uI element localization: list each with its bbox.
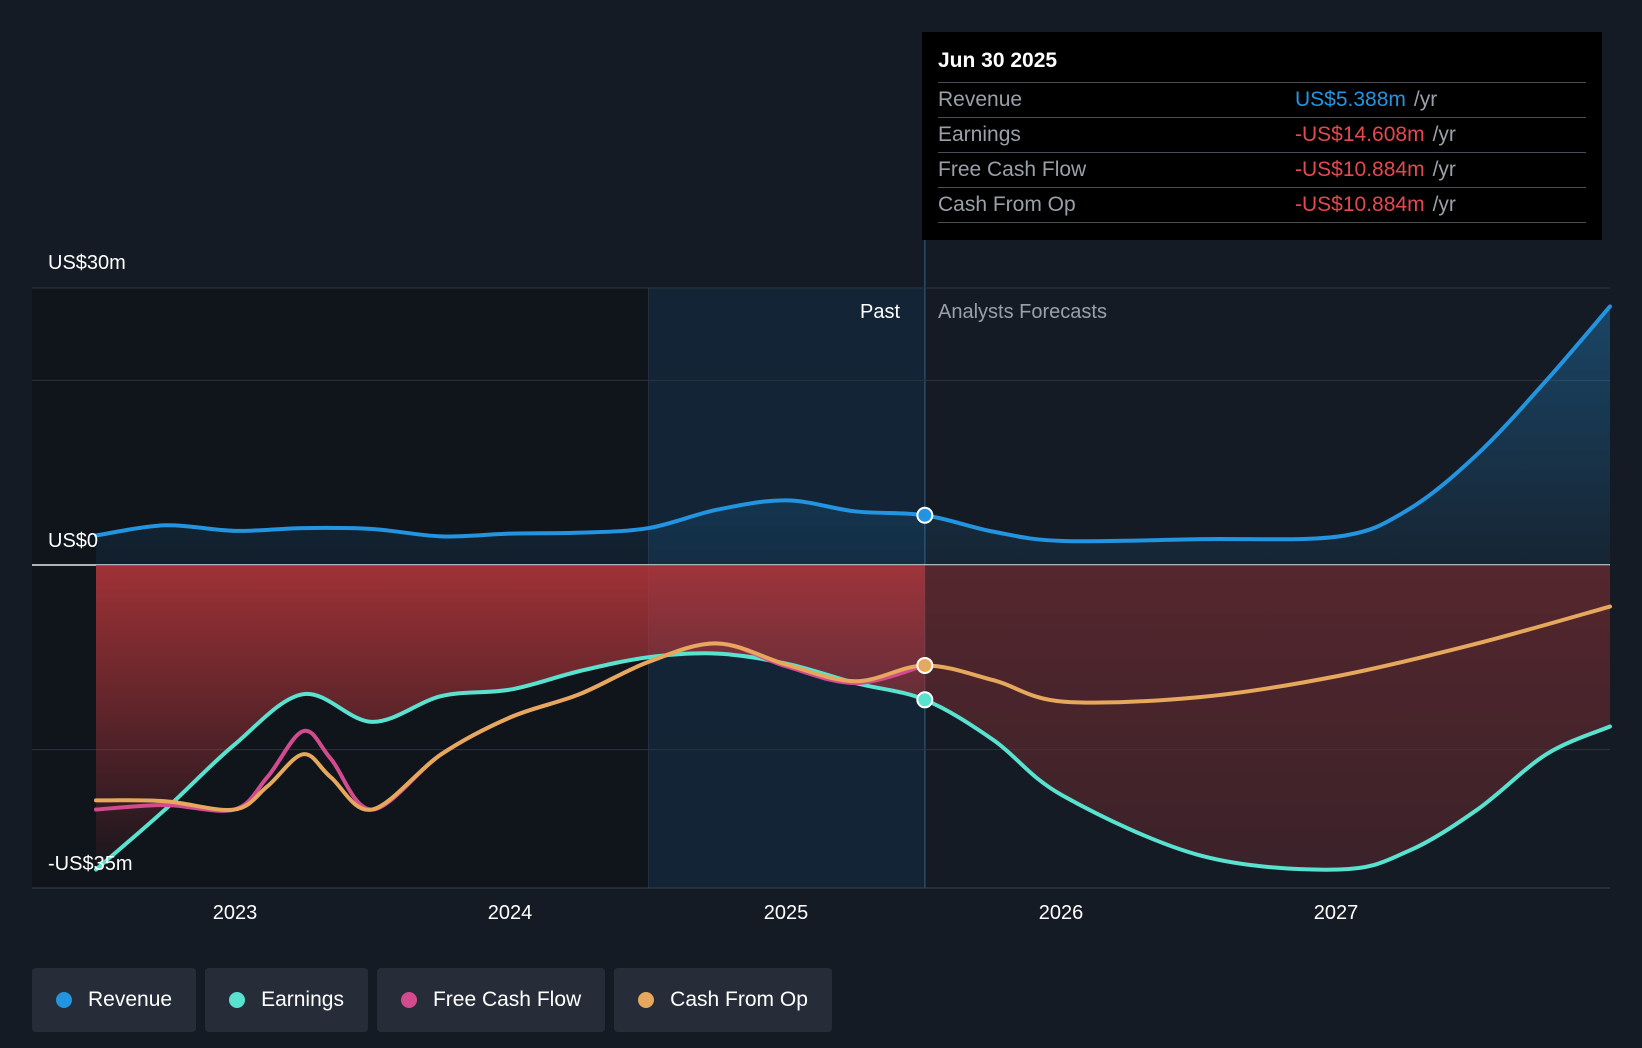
tooltip-unit: /yr — [1413, 88, 1438, 111]
loss-area-past — [96, 565, 925, 870]
tooltip-unit: /yr — [1432, 158, 1456, 181]
legend-item-earnings[interactable]: Earnings — [205, 968, 368, 1032]
tooltip-row-free-cash-flow: Free Cash Flow -US$10.884m /yr — [938, 153, 1586, 188]
y-tick-label: US$30m — [48, 252, 126, 274]
legend-label: Revenue — [88, 988, 173, 1011]
forecast-label: Analysts Forecasts — [938, 301, 1107, 323]
y-tick-label: US$0 — [48, 530, 99, 552]
revenue-dot-icon — [56, 992, 72, 1008]
revenue-marker — [916, 506, 934, 524]
y-tick-label: -US$35m — [48, 853, 133, 875]
legend-label: Free Cash Flow — [432, 988, 582, 1011]
legend: Revenue Earnings Free Cash Flow Cash Fro… — [32, 968, 832, 1032]
earnings-dot-icon — [229, 992, 246, 1008]
cash-from-op-marker — [916, 656, 934, 674]
tooltip-label: Cash From Op — [938, 193, 1076, 216]
legend-label: Earnings — [261, 988, 344, 1011]
x-tick-label: 2023 — [212, 902, 258, 924]
revenue-area — [96, 306, 1610, 565]
x-tick-label: 2025 — [763, 902, 809, 924]
tooltip-label: Free Cash Flow — [938, 158, 1087, 181]
tooltip-value: US$5.388m — [1295, 88, 1406, 111]
tooltip-row-revenue: Revenue US$5.388m /yr — [938, 83, 1586, 118]
tooltip-value: -US$10.884m — [1295, 158, 1425, 181]
past-label: Past — [860, 301, 901, 323]
tooltip-label: Earnings — [938, 123, 1021, 146]
loss-area-forecast — [924, 565, 1610, 870]
tooltip-label: Revenue — [938, 88, 1023, 111]
tooltip-unit: /yr — [1432, 193, 1456, 216]
tooltip-unit: /yr — [1432, 123, 1456, 146]
earnings-marker — [916, 691, 934, 709]
legend-item-revenue[interactable]: Revenue — [32, 968, 197, 1032]
tooltip: Jun 30 2025 Revenue US$5.388m /yr Earnin… — [922, 32, 1602, 240]
tooltip-row-cash-from-op: Cash From Op -US$10.884m /yr — [938, 188, 1586, 223]
legend-label: Cash From Op — [670, 988, 808, 1011]
cash-from-op-line — [94, 604, 1612, 812]
tooltip-value: -US$14.608m — [1295, 123, 1425, 146]
tooltip-date: Jun 30 2025 — [938, 46, 1586, 83]
x-tick-label: 2026 — [1038, 902, 1084, 924]
free-cash-flow-dot-icon — [400, 992, 417, 1008]
x-tick-label: 2027 — [1313, 902, 1359, 924]
x-tick-label: 2024 — [487, 902, 533, 924]
revenue-line — [94, 304, 1612, 544]
tooltip-value: -US$10.884m — [1295, 193, 1425, 216]
legend-item-free-cash-flow[interactable]: Free Cash Flow — [376, 968, 606, 1032]
legend-item-cash-from-op[interactable]: Cash From Op — [614, 968, 832, 1032]
tooltip-row-earnings: Earnings -US$14.608m /yr — [938, 118, 1586, 153]
cash-from-op-dot-icon — [638, 992, 655, 1008]
